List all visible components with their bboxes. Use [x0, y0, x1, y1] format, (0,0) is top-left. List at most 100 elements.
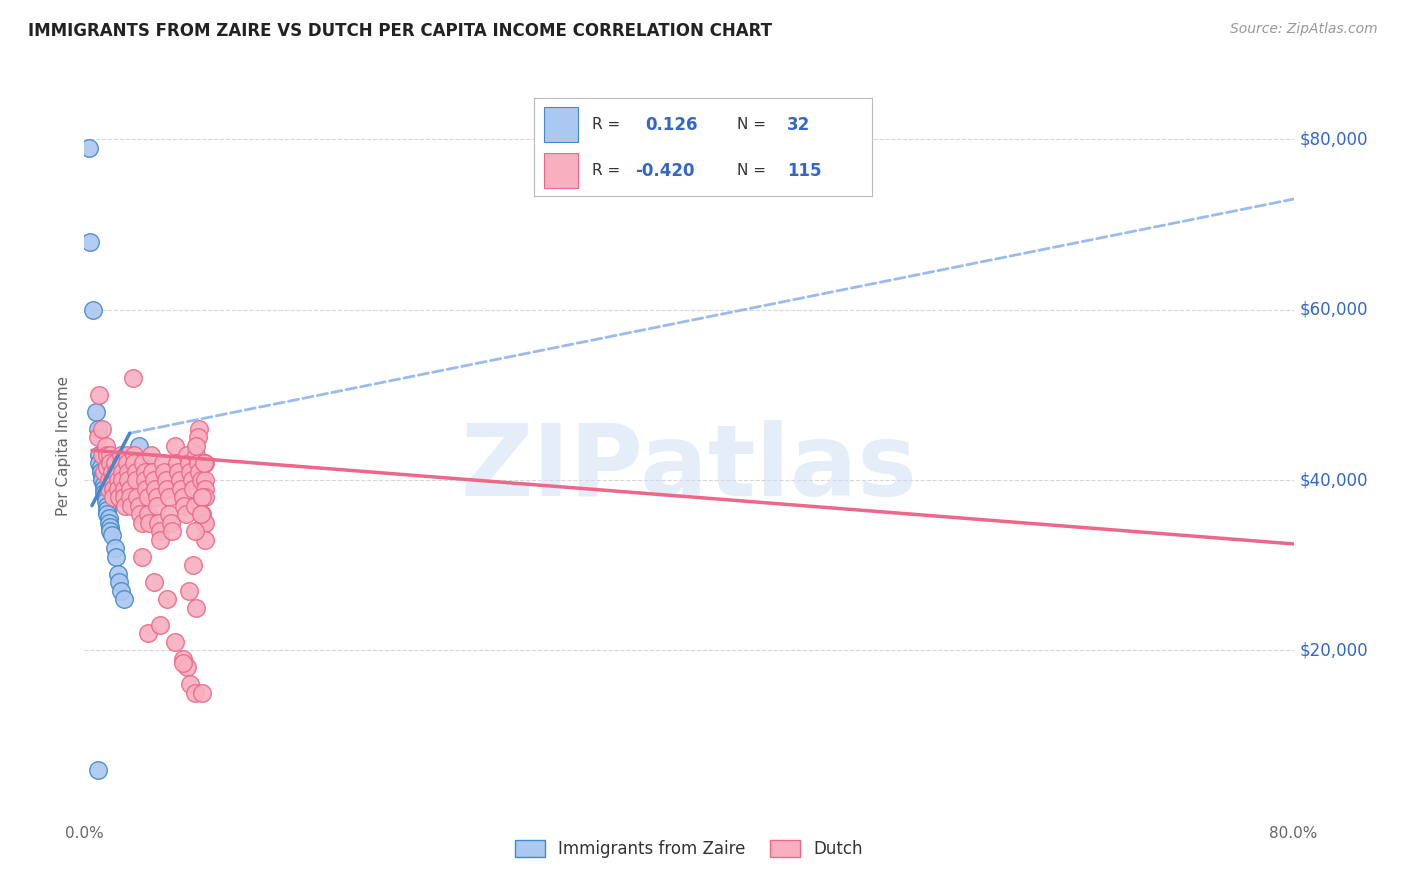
Point	[155, 473, 177, 487]
Point	[141, 465, 163, 479]
Point	[186, 600, 208, 615]
Point	[136, 490, 159, 504]
Point	[104, 456, 127, 470]
Point	[183, 499, 205, 513]
Point	[166, 456, 188, 470]
Point	[146, 490, 169, 504]
Point	[125, 465, 148, 479]
Point	[172, 656, 194, 670]
Point	[186, 448, 208, 462]
Point	[104, 541, 127, 556]
Point	[86, 405, 108, 419]
Point	[136, 626, 159, 640]
Point	[191, 490, 214, 504]
Point	[98, 524, 121, 538]
Point	[173, 499, 195, 513]
Point	[121, 371, 143, 385]
Point	[194, 482, 217, 496]
Point	[100, 465, 122, 479]
Point	[107, 473, 129, 487]
Point	[111, 473, 134, 487]
Point	[93, 477, 115, 491]
Point	[87, 763, 110, 777]
Point	[176, 448, 198, 462]
Point	[165, 439, 187, 453]
Point	[165, 635, 187, 649]
Point	[122, 456, 145, 470]
Point	[191, 490, 214, 504]
Point	[120, 499, 142, 513]
Point	[111, 465, 134, 479]
Point	[128, 439, 150, 453]
Point	[183, 524, 205, 538]
Point	[97, 516, 120, 530]
Point	[187, 430, 209, 444]
Point	[135, 482, 157, 496]
Point	[153, 465, 176, 479]
Point	[190, 473, 212, 487]
Point	[188, 465, 211, 479]
Point	[190, 507, 212, 521]
Point	[177, 583, 200, 598]
Point	[152, 456, 174, 470]
Point	[174, 507, 197, 521]
Point	[131, 549, 153, 564]
Point	[90, 465, 112, 479]
Point	[107, 566, 129, 581]
Point	[117, 465, 139, 479]
Point	[194, 473, 217, 487]
Point	[149, 533, 172, 547]
Point	[191, 507, 214, 521]
Point	[115, 456, 138, 470]
Point	[167, 465, 190, 479]
Point	[180, 473, 202, 487]
Text: R =: R =	[592, 117, 620, 132]
Point	[117, 473, 139, 487]
Point	[176, 660, 198, 674]
Point	[172, 490, 194, 504]
Point	[156, 482, 179, 496]
Point	[149, 524, 172, 538]
Point	[79, 235, 101, 249]
Point	[93, 465, 115, 479]
Point	[193, 456, 215, 470]
Text: $60,000: $60,000	[1299, 301, 1368, 318]
Point	[157, 490, 180, 504]
Point	[194, 516, 217, 530]
Point	[105, 465, 128, 479]
Point	[96, 499, 118, 513]
Point	[100, 473, 122, 487]
Point	[108, 490, 131, 504]
Bar	[544, 153, 578, 188]
Point	[96, 460, 118, 475]
Point	[77, 141, 100, 155]
Point	[183, 686, 205, 700]
Point	[107, 482, 129, 496]
Point	[146, 499, 169, 513]
Point	[160, 524, 183, 538]
Point	[172, 652, 194, 666]
Bar	[544, 107, 578, 142]
Point	[181, 558, 204, 573]
Point	[114, 499, 136, 513]
Point	[98, 448, 121, 462]
Point	[91, 473, 114, 487]
Point	[96, 503, 118, 517]
Point	[101, 482, 124, 496]
Text: ZIPatlas: ZIPatlas	[461, 420, 917, 517]
Point	[97, 511, 120, 525]
Point	[89, 448, 111, 462]
Point	[87, 430, 110, 444]
Point	[110, 583, 132, 598]
Point	[115, 448, 138, 462]
Point	[156, 592, 179, 607]
Text: Source: ZipAtlas.com: Source: ZipAtlas.com	[1230, 22, 1378, 37]
Text: N =: N =	[737, 163, 766, 178]
Point	[93, 486, 115, 500]
Point	[187, 456, 209, 470]
Point	[90, 460, 112, 475]
Point	[170, 482, 193, 496]
Point	[169, 473, 191, 487]
Legend: Immigrants from Zaire, Dutch: Immigrants from Zaire, Dutch	[508, 833, 870, 864]
Point	[138, 516, 160, 530]
